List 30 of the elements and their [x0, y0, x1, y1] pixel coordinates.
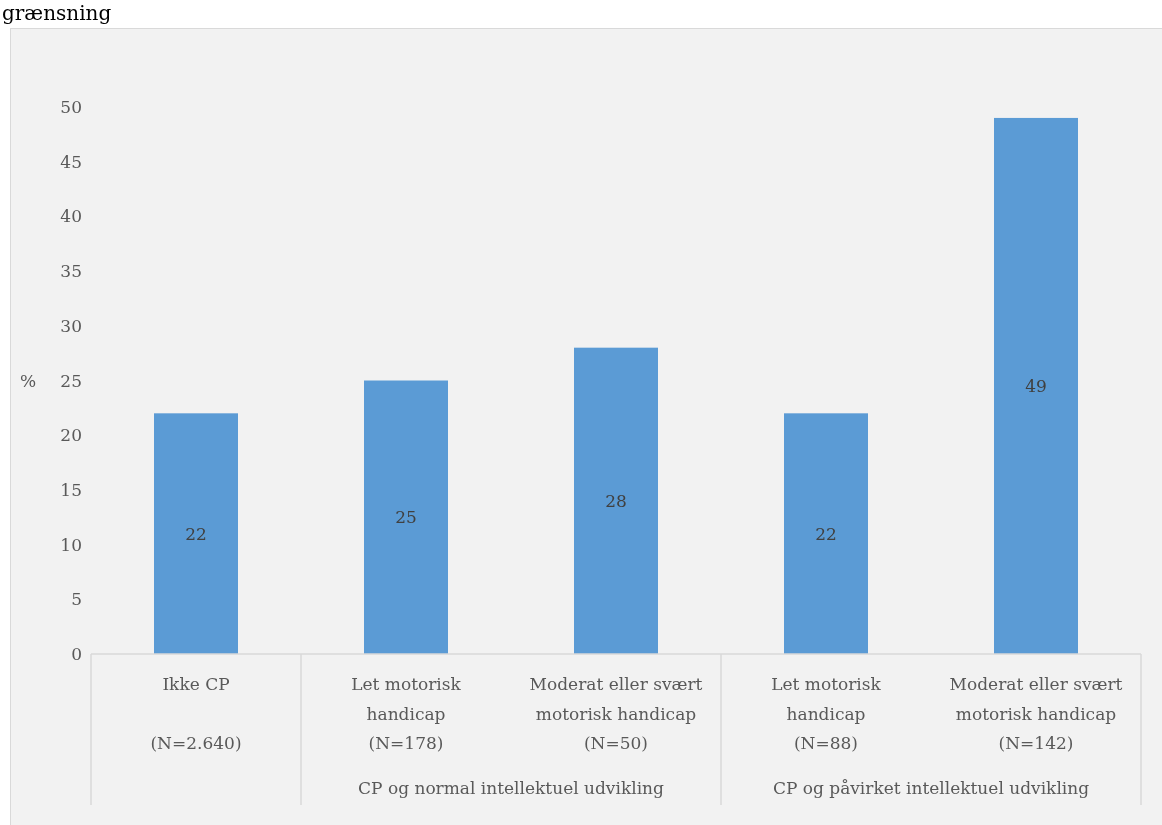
- data-label: 49: [1025, 375, 1047, 396]
- y-tick-label: 0: [71, 644, 82, 664]
- x-tick-label: Let motorisk handicap (N=178): [351, 674, 462, 753]
- chart-title: grænsning: [2, 1, 112, 25]
- y-tick-label: 15: [60, 479, 82, 500]
- category-label: Ikke CP (N=2.640): [150, 674, 242, 753]
- x-tick-label: Moderat eller svært motorisk handicap (N=50): [529, 674, 703, 753]
- y-tick-label: 45: [60, 151, 82, 172]
- bar: [154, 413, 238, 654]
- y-tick-label: 50: [60, 97, 82, 117]
- bar: [574, 347, 658, 654]
- data-label: 22: [185, 523, 207, 544]
- bar: [784, 413, 868, 654]
- text: CP og påvirket intellektuel udvikling: [772, 778, 1090, 798]
- y-tick-label: 30: [60, 315, 82, 336]
- text: CP og normal intellektuel udvikling: [358, 778, 665, 798]
- y-axis-title: %: [20, 370, 37, 391]
- y-tick-label: 20: [60, 425, 82, 446]
- y-tick-label: 10: [60, 534, 82, 555]
- x-tick-label: Moderat eller svært motorisk handicap (N=142): [949, 674, 1123, 753]
- bar: [994, 117, 1078, 654]
- data-label: 25: [395, 507, 417, 528]
- y-tick-label: 25: [60, 370, 82, 391]
- y-tick-label: 35: [60, 261, 82, 282]
- y-tick-label: 40: [60, 206, 82, 227]
- y-tick-label: 5: [71, 589, 82, 610]
- bar: [364, 380, 448, 654]
- x-tick-label: Let motorisk handicap (N=88): [771, 674, 882, 753]
- data-label: 28: [605, 490, 627, 511]
- data-label: 22: [815, 523, 837, 544]
